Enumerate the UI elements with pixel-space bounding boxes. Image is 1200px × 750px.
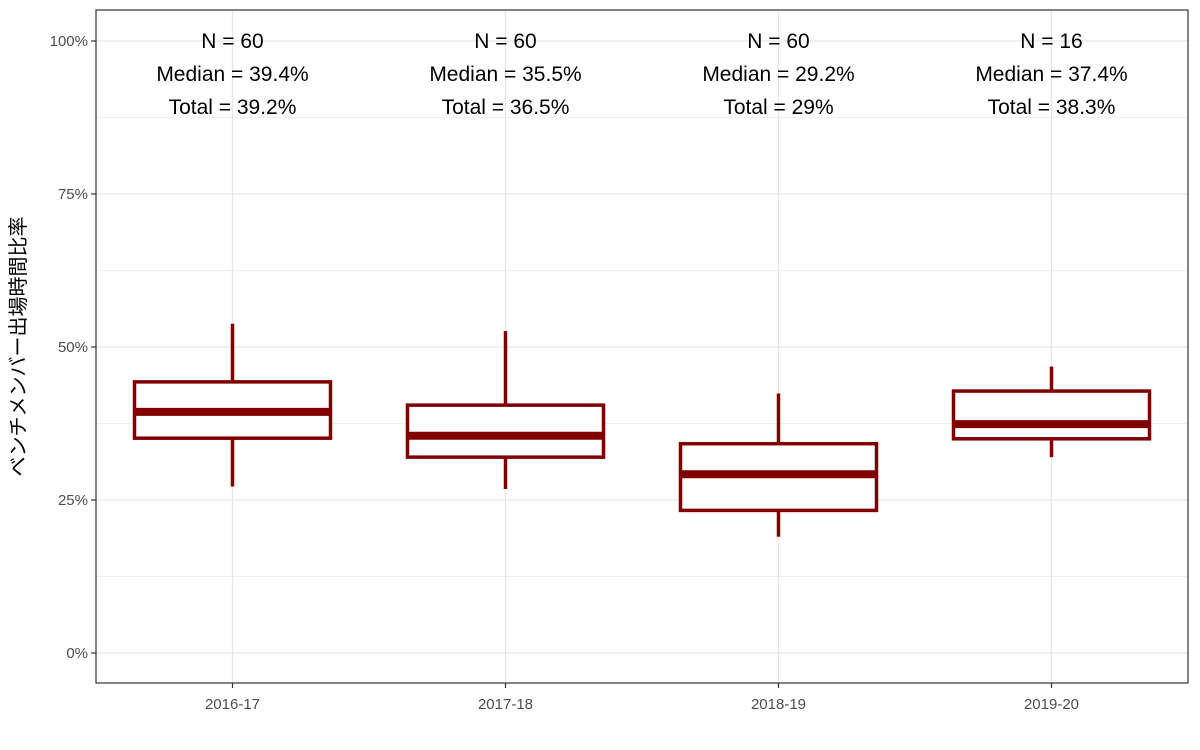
box-series [132, 323, 1152, 537]
box-2018-19 [678, 393, 879, 537]
box-2017-18 [405, 331, 606, 489]
box-iqr [951, 389, 1152, 441]
annotation-text: Total = 38.3% [988, 96, 1116, 119]
annotation-text: Median = 39.4% [156, 63, 308, 86]
annotation-text: Median = 35.5% [429, 63, 581, 86]
box-2016-17 [132, 323, 333, 487]
annotation-text: N = 60 [474, 30, 536, 53]
annotations: N = 60 Median = 39.4% Total = 39.2% N = 60 M… [156, 30, 1127, 119]
box-iqr [405, 403, 606, 459]
y-tick-label: 25% [58, 492, 88, 509]
box-2019-20 [951, 366, 1152, 458]
annotation-text: Total = 29% [723, 96, 833, 119]
x-tick-label: 2016-17 [205, 696, 260, 713]
x-tick-label: 2018-19 [751, 696, 806, 713]
annotation-text: N = 16 [1020, 30, 1082, 53]
x-axis: 2016-17 2017-18 2018-19 2019-20 [205, 683, 1079, 713]
annotation-text: N = 60 [747, 30, 809, 53]
x-tick-label: 2017-18 [478, 696, 533, 713]
y-tick-label: 100% [50, 33, 88, 50]
y-tick-label: 50% [58, 339, 88, 356]
annotation-text: N = 60 [201, 30, 263, 53]
annotation-text: Median = 37.4% [975, 63, 1127, 86]
y-axis: 0% 25% 50% 75% 100% [50, 33, 96, 662]
annotation-text: Median = 29.2% [702, 63, 854, 86]
annotation-text: Total = 39.2% [169, 96, 297, 119]
x-tick-label: 2019-20 [1024, 696, 1079, 713]
grid-lines [96, 10, 1188, 683]
y-tick-label: 75% [58, 186, 88, 203]
y-tick-label: 0% [66, 645, 88, 662]
y-axis-label: ベンチメンバー出場時間比率 [6, 217, 30, 477]
annotation-text: Total = 36.5% [442, 96, 570, 119]
